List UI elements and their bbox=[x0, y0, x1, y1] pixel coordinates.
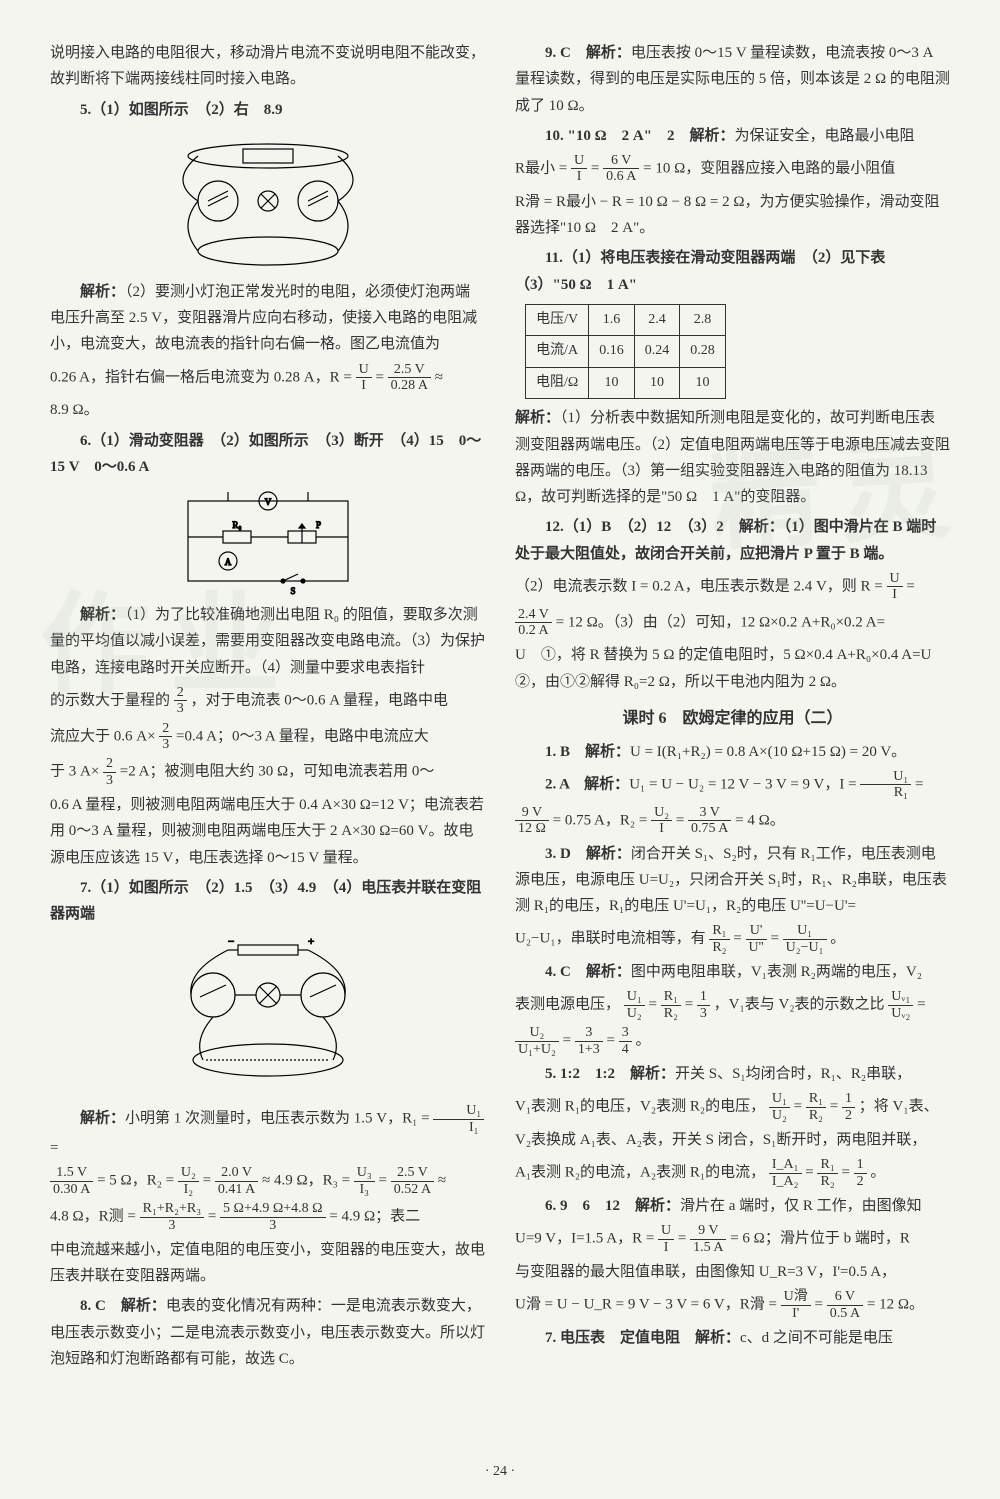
right-column: 9. C 解析：电压表按 0～15 V 量程读数，电流表按 0～3 A 量程读数… bbox=[515, 40, 950, 1376]
section-title: 课时 6 欧姆定律的应用（二） bbox=[515, 705, 950, 733]
r4b: 表测电源电压， U₁U₂ = R₁R₂ = 13 ，V₁表与 V₂表的示数之比 … bbox=[515, 989, 950, 1021]
table-header-row: 电压/V 1.6 2.4 2.8 bbox=[526, 304, 726, 336]
q12b: （2）电流表示数 I = 0.2 A，电压表示数是 2.4 V，则 R = UI… bbox=[515, 571, 950, 603]
q11-ana: 解析：（1）分析表中数据知所测电阻是变化的，故可判断电压表测变阻器两端电压。（2… bbox=[515, 405, 950, 510]
r5a: 5. 1:2 1:2 解析：开关 S、S₁均闭合时，R₁、R₂串联， bbox=[515, 1061, 950, 1087]
r2b: 9 V12 Ω = 0.75 A，R₂ = U₂I = 3 V0.75 A = … bbox=[515, 805, 950, 837]
r5c: V₂表换成 A₁表、A₂表，开关 S 闭合，S₁断开时，两电阻并联， bbox=[515, 1127, 950, 1153]
r6c: 与变阻器的最大阻值串联，由图像知 U_R=3 V，I'=0.5 A， bbox=[515, 1259, 950, 1285]
r6d: U滑 = U − U_R = 9 V − 3 V = 6 V，R滑 = U滑I'… bbox=[515, 1289, 950, 1321]
left-p4c: 流应大于 0.6 A× 23 =0.4 A；0～3 A 量程，电路中电流应大 bbox=[50, 721, 485, 753]
left-p5a: 解析：小明第 1 次测量时，电压表示数为 1.5 V，R₁ = U₁I₁ = bbox=[50, 1103, 485, 1161]
diagram-q6-circuit: V R₀ P A S bbox=[168, 486, 368, 596]
r2a: 2. A 解析：U₁ = U − U₂ = 12 V − 3 V = 9 V，I… bbox=[515, 769, 950, 801]
left-p2: 解析：（2）要测小灯泡正常发光时的电阻，必须使灯泡两端电压升高至 2.5 V，变… bbox=[50, 279, 485, 358]
q12d: U ①，将 R 替换为 5 Ω 的定值电阻时，5 Ω×0.4 A+R₀×0.4 … bbox=[515, 642, 950, 695]
page-number: · 24 · bbox=[485, 1460, 515, 1485]
r4a: 4. C 解析：图中两电阻串联，V₁表测 R₂两端的电压，V₂ bbox=[515, 959, 950, 985]
left-p5b: 1.5 V0.30 A = 5 Ω，R₂ = U₂I₂ = 2.0 V0.41 … bbox=[50, 1165, 485, 1197]
svg-text:V: V bbox=[264, 497, 271, 507]
left-p1: 说明接入电路的电阻很大，移动滑片电流不变说明电阻不能改变，故判断将下端两接线柱同… bbox=[50, 40, 485, 93]
table-row: 电阻/Ω 10 10 10 bbox=[526, 367, 726, 399]
q9: 9. C 解析：电压表按 0～15 V 量程读数，电流表按 0～3 A 量程读数… bbox=[515, 40, 950, 119]
q7: 7.（1）如图所示 （2）1.5 （3）4.9 （4）电压表并联在变阻器两端 bbox=[50, 875, 485, 928]
q8: 8. C 解析：电表的变化情况有两种：一是电流表示数变大，电压表示数变小；二是电… bbox=[50, 1293, 485, 1372]
q12a: 12.（1）B （2）12 （3）2 解析：（1）图中滑片在 B 端时处于最大阻… bbox=[515, 514, 950, 567]
left-p5c: 4.8 Ω，R测 = R₁+R₂+R₃3 = 5 Ω+4.9 Ω+4.8 Ω3 … bbox=[50, 1201, 485, 1233]
q10b: R最小 = UI = 6 V0.6 A = 10 Ω，变阻器应接入电路的最小阻值 bbox=[515, 153, 950, 185]
svg-text:R₀: R₀ bbox=[232, 520, 241, 530]
th: 2.4 bbox=[634, 304, 680, 336]
q11-table: 电压/V 1.6 2.4 2.8 电流/A 0.16 0.24 0.28 电阻/… bbox=[525, 304, 726, 400]
r5d: A₁表测 R₂的电流，A₂表测 R₁的电流， I_A₁I_A₂ = R₁R₂ =… bbox=[515, 1157, 950, 1189]
left-p5d: 中电流越来越小，定值电阻的电压变小，变阻器的电压变大，故电压表并联在变阻器两端。 bbox=[50, 1237, 485, 1290]
left-p3-result: 8.9 Ω。 bbox=[50, 397, 485, 423]
r6b: U=9 V，I=1.5 A，R = UI = 9 V1.5 A = 6 Ω；滑片… bbox=[515, 1223, 950, 1255]
svg-text:A: A bbox=[224, 557, 231, 567]
q6: 6.（1）滑动变阻器 （2）如图所示 （3）断开 （4）15 0～15 V 0～… bbox=[50, 428, 485, 481]
left-p4b: 的示数大于量程的 23 ，对于电流表 0～0.6 A 量程，电路中电 bbox=[50, 685, 485, 717]
diagram-q7: −+ bbox=[158, 935, 378, 1095]
svg-text:P: P bbox=[316, 520, 321, 530]
th: 2.8 bbox=[680, 304, 726, 336]
q12c: 2.4 V0.2 A = 12 Ω。（3）由（2）可知，12 Ω×0.2 A+R… bbox=[515, 607, 950, 639]
q11: 11.（1）将电压表接在滑动变阻器两端 （2）见下表 （3）"50 Ω 1 A" bbox=[515, 245, 950, 298]
left-p3: 0.26 A，指针右偏一格后电流变为 0.28 A，R = UI = 2.5 V… bbox=[50, 362, 485, 394]
r3a: 3. D 解析：闭合开关 S₁、S₂时，只有 R₁工作，电压表测电源电压，电源电… bbox=[515, 841, 950, 920]
r4c: U₂U₁+U₂ = 31+3 = 34 。 bbox=[515, 1025, 950, 1057]
diagram-q5 bbox=[158, 131, 378, 271]
r7: 7. 电压表 定值电阻 解析：c、d 之间不可能是电压 bbox=[515, 1325, 950, 1351]
r6a: 6. 9 6 12 解析：滑片在 a 端时，仅 R 工作，由图像知 bbox=[515, 1193, 950, 1219]
q10c: R滑 = R最小 − R = 10 Ω − 8 Ω = 2 Ω，为方便实验操作，… bbox=[515, 189, 950, 242]
th: 电压/V bbox=[526, 304, 589, 336]
th: 1.6 bbox=[589, 304, 635, 336]
table-row: 电流/A 0.16 0.24 0.28 bbox=[526, 336, 726, 368]
left-column: 说明接入电路的电阻很大，移动滑片电流不变说明电阻不能改变，故判断将下端两接线柱同… bbox=[50, 40, 485, 1376]
svg-text:+: + bbox=[308, 936, 314, 948]
svg-text:−: − bbox=[228, 936, 234, 948]
left-p4e: 0.6 A 量程，则被测电阻两端电压大于 0.4 A×30 Ω=12 V；电流表… bbox=[50, 792, 485, 871]
left-p4d: 于 3 A× 23 =2 A；被测电阻大约 30 Ω，可知电流表若用 0～ bbox=[50, 756, 485, 788]
q10a: 10. "10 Ω 2 A" 2 解析：为保证安全，电路最小电阻 bbox=[515, 123, 950, 149]
two-column-layout: 说明接入电路的电阻很大，移动滑片电流不变说明电阻不能改变，故判断将下端两接线柱同… bbox=[50, 40, 950, 1376]
r1: 1. B 解析：U = I(R₁+R₂) = 0.8 A×(10 Ω+15 Ω)… bbox=[515, 739, 950, 765]
q5-lead: 5.（1）如图所示 （2）右 8.9 bbox=[50, 97, 485, 123]
svg-text:S: S bbox=[290, 586, 295, 596]
r3b: U₂−U₁，串联时电流相等，有 R₁R₂ = U'U'' = U₁U₂−U₁ 。 bbox=[515, 923, 950, 955]
left-p4a: 解析：（1）为了比较准确地测出电阻 R₀ 的阻值，要取多次测量的平均值以减小误差… bbox=[50, 602, 485, 681]
r5b: V₁表测 R₁的电压，V₂表测 R₂的电压， U₁U₂ = R₁R₂ = 12 … bbox=[515, 1091, 950, 1123]
